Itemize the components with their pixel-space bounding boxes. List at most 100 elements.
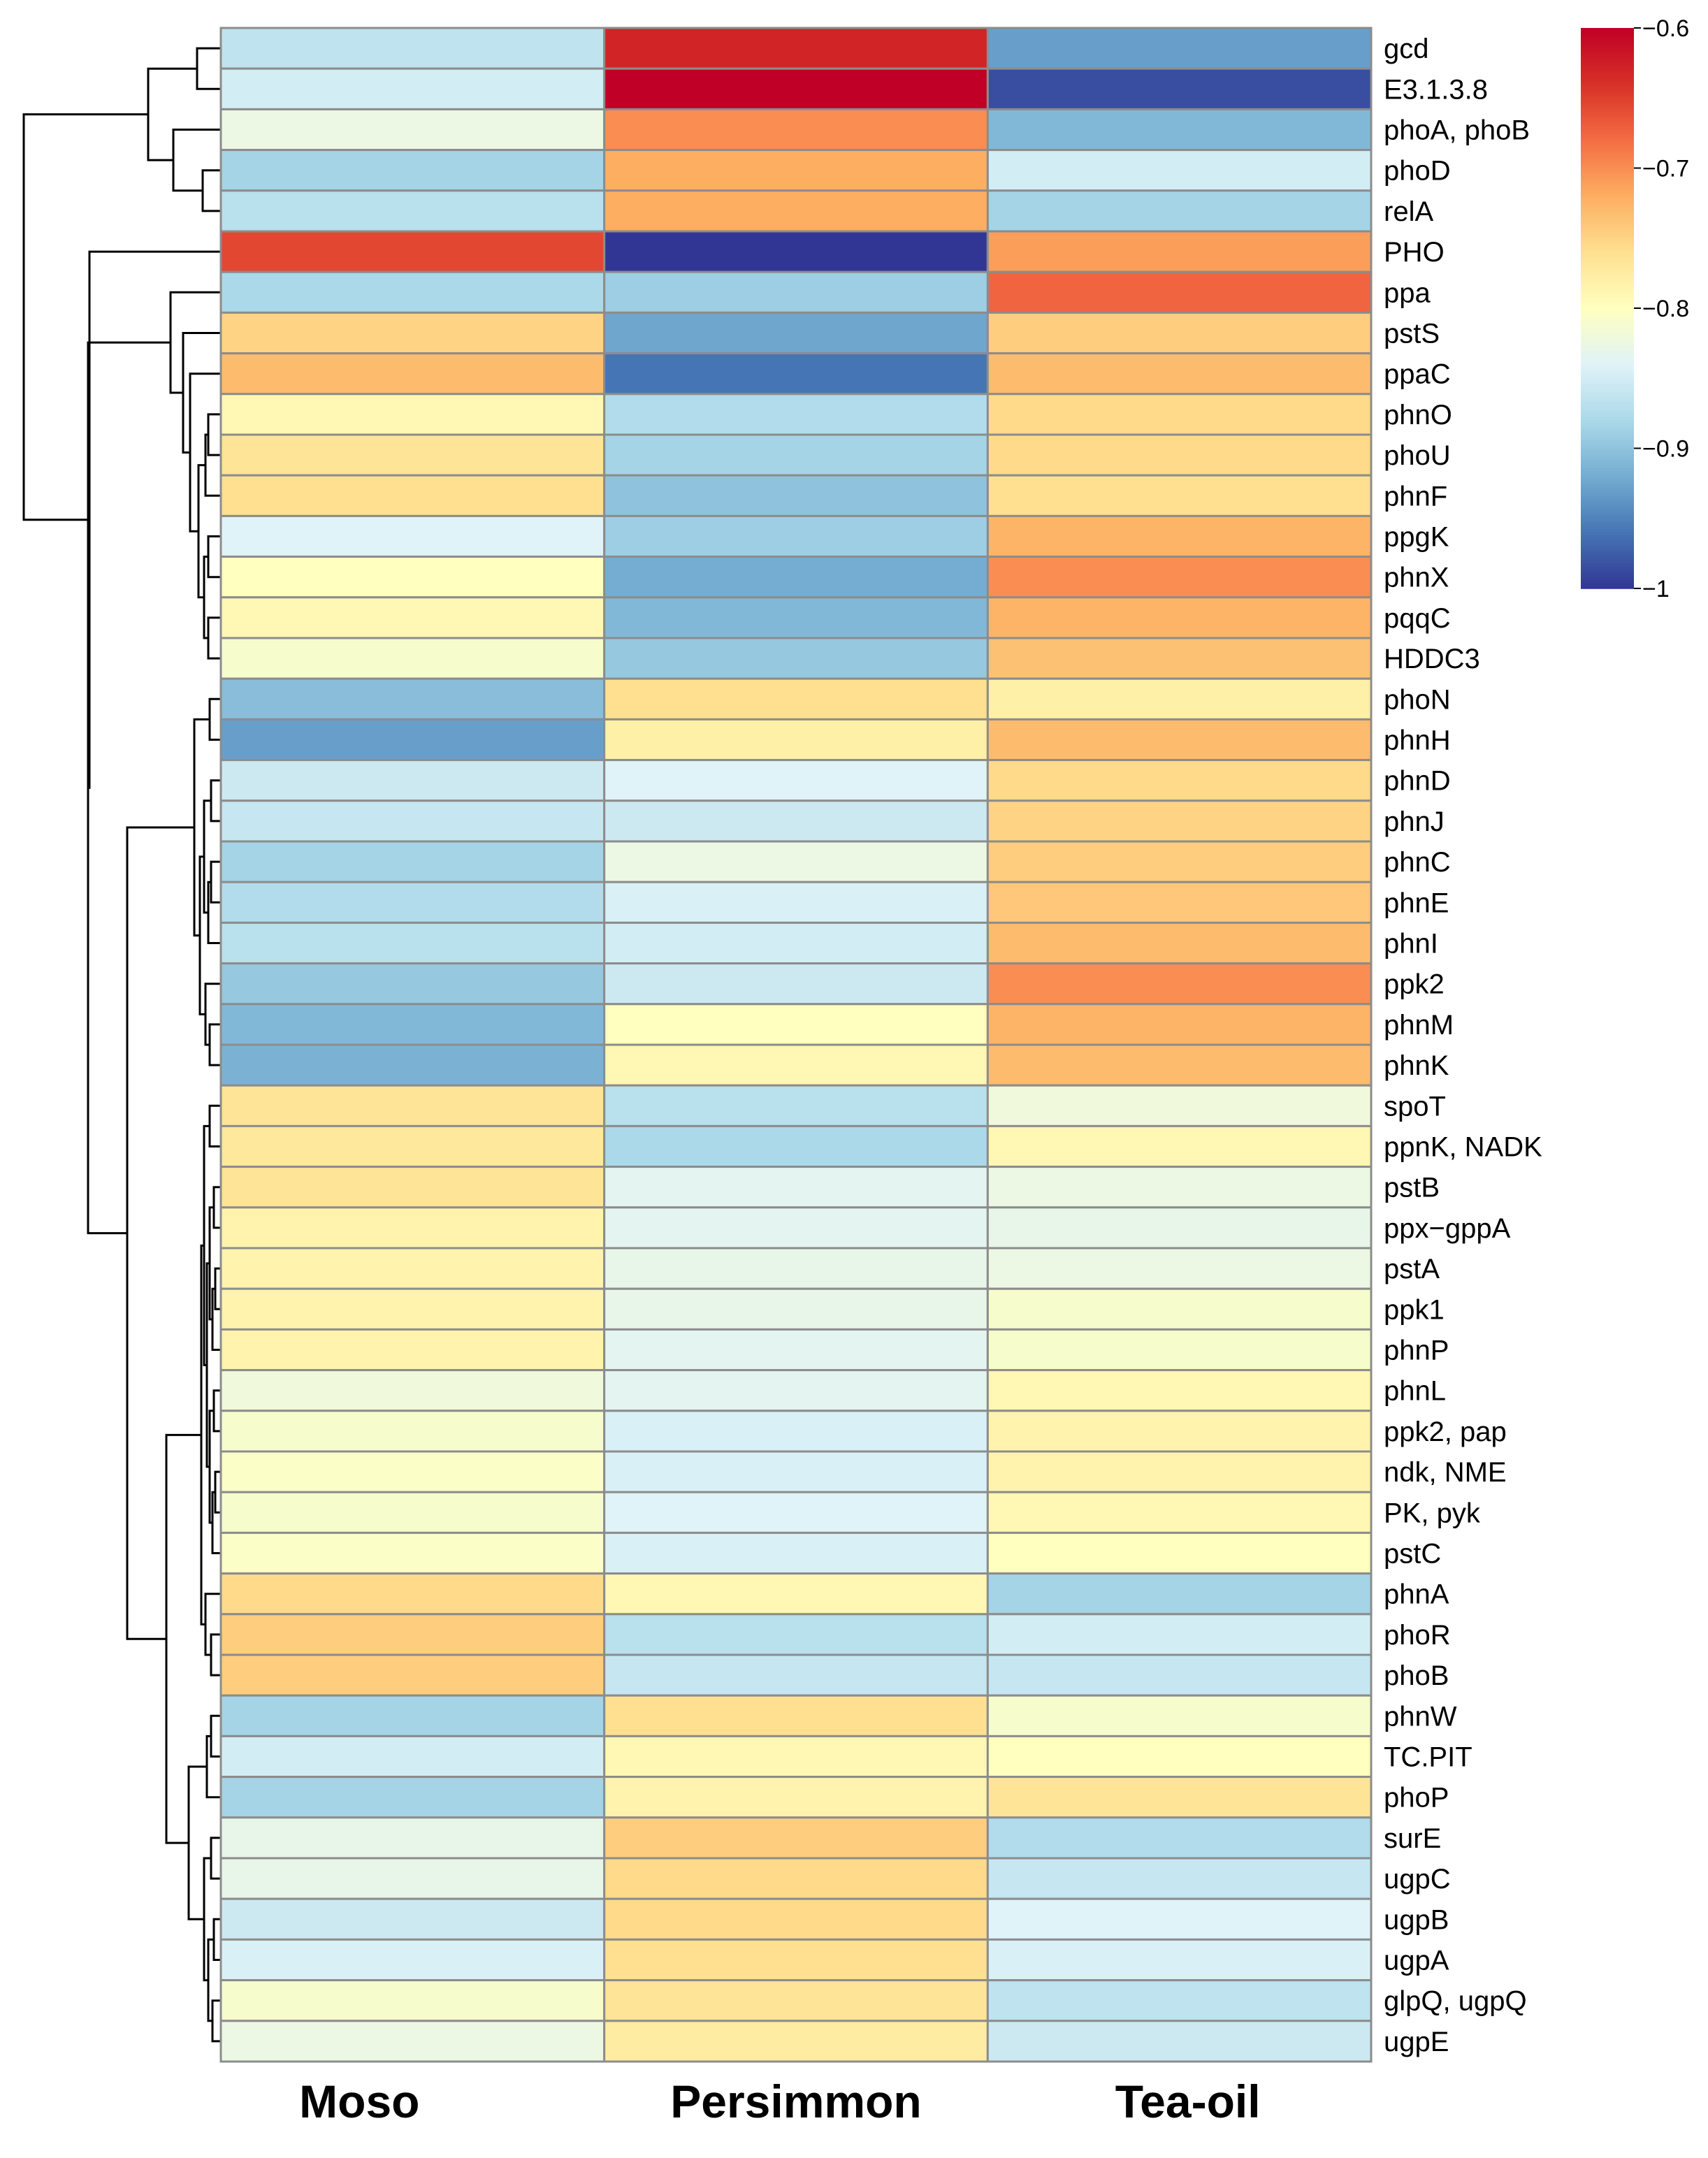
heatmap-cell <box>986 108 1373 152</box>
colorbar-tick-label: −0.7 <box>1642 156 1689 182</box>
row-labels: gcd E3.1.3.8 phoA, phoB phoD relA PHO ppa pstS p… <box>1384 34 1542 2057</box>
colorbar-segment <box>1581 106 1634 110</box>
colorbar-segment <box>1581 285 1634 289</box>
heatmap-cell <box>219 962 606 1006</box>
row-label: phoN <box>1384 684 1451 715</box>
heatmap-cell <box>986 1938 1373 1982</box>
heatmap-cell <box>986 596 1373 639</box>
heatmap-cell <box>603 230 989 273</box>
heatmap-cell <box>603 311 989 355</box>
dendrogram-link <box>210 1837 221 1880</box>
dendrogram-link <box>204 983 221 1046</box>
colorbar-segment <box>1581 459 1634 463</box>
row-label: phnJ <box>1384 806 1445 837</box>
colorbar-segment <box>1581 345 1634 348</box>
heatmap-cell <box>986 474 1373 517</box>
heatmap-cell <box>986 1450 1373 1493</box>
heatmap-cell <box>219 1369 606 1412</box>
row-label: phoA, phoB <box>1384 115 1530 146</box>
heatmap-cell <box>219 1206 606 1250</box>
colorbar-segment <box>1581 70 1634 73</box>
colorbar-segment <box>1581 305 1634 309</box>
heatmap-cell <box>603 881 989 924</box>
colorbar-segment <box>1581 95 1634 99</box>
heatmap-cell <box>986 230 1373 273</box>
heatmap-cell <box>219 921 606 965</box>
colorbar-segment <box>1581 498 1634 502</box>
heatmap-cell <box>219 1694 606 1737</box>
colorbar-segment <box>1581 518 1634 522</box>
colorbar-segment <box>1581 215 1634 219</box>
heatmap-cell <box>219 27 606 70</box>
row-label: surE <box>1384 1823 1441 1854</box>
colorbar-segment <box>1581 218 1634 222</box>
colorbar-segment <box>1581 56 1634 59</box>
colorbar-segment <box>1581 260 1634 264</box>
colorbar-segment <box>1581 585 1634 589</box>
colorbar-segment <box>1581 465 1634 469</box>
heatmap-cell <box>986 149 1373 192</box>
colorbar-segment <box>1581 473 1634 477</box>
colorbar-segment <box>1581 417 1634 421</box>
dendrogram-link <box>172 129 221 192</box>
row-label: TC.PIT <box>1384 1742 1472 1773</box>
heatmap-cell <box>986 1531 1373 1575</box>
colorbar-segment <box>1581 543 1634 547</box>
colorbar-segment <box>1581 162 1634 166</box>
heatmap-cell <box>219 433 606 477</box>
colorbar-segment <box>1581 560 1634 564</box>
colorbar-segment <box>1581 423 1634 427</box>
row-label: phnE <box>1384 888 1449 918</box>
colorbar-legend: −0.6 −0.7 −0.8 −0.9 −1 <box>1581 15 1689 602</box>
dendrogram-link <box>165 1433 201 1844</box>
row-label: spoT <box>1384 1091 1446 1122</box>
heatmap-cell <box>603 474 989 517</box>
colorbar-segment <box>1581 479 1634 483</box>
colorbar-segment <box>1581 523 1634 528</box>
colorbar-segment <box>1581 129 1634 133</box>
heatmap-cell <box>986 1003 1373 1046</box>
colorbar-segment <box>1581 481 1634 486</box>
colorbar-segment <box>1581 526 1634 530</box>
row-label: phnX <box>1384 563 1449 593</box>
heatmap-cell <box>603 1450 989 1493</box>
colorbar-segment <box>1581 103 1634 108</box>
colorbar-segment <box>1581 226 1634 231</box>
heatmap-cell <box>219 67 606 110</box>
heatmap-cell <box>986 718 1373 762</box>
colorbar-segment <box>1581 521 1634 525</box>
colorbar-segment <box>1581 134 1634 138</box>
colorbar-segment <box>1581 39 1634 43</box>
colorbar-segment <box>1581 532 1634 536</box>
colorbar-tick-label: −1 <box>1642 576 1670 602</box>
colorbar-segment <box>1581 339 1634 342</box>
colorbar-segment <box>1581 212 1634 217</box>
colorbar-segment <box>1581 434 1634 438</box>
heatmap-cell <box>219 881 606 924</box>
colorbar-segment <box>1581 551 1634 556</box>
colorbar-segment <box>1581 291 1634 295</box>
heatmap-cell <box>986 67 1373 110</box>
heatmap-cell <box>986 1653 1373 1697</box>
colorbar-segment <box>1581 148 1634 152</box>
row-label: PK, pyk <box>1384 1498 1481 1528</box>
heatmap-cell <box>219 1979 606 2022</box>
heatmap-cell <box>219 1287 606 1331</box>
heatmap-cell <box>603 1531 989 1575</box>
heatmap-cell <box>986 1572 1373 1616</box>
dendrogram-link <box>204 1593 221 1656</box>
row-label: pqqC <box>1384 603 1451 634</box>
heatmap-cell <box>603 1369 989 1412</box>
heatmap-cell <box>603 1206 989 1250</box>
colorbar-segment <box>1581 554 1634 558</box>
row-label: phoP <box>1384 1783 1449 1813</box>
colorbar-segment <box>1581 224 1634 228</box>
heatmap-cell <box>986 1735 1373 1779</box>
colorbar-segment <box>1581 36 1634 40</box>
heatmap-cell <box>603 393 989 436</box>
heatmap-cell <box>986 921 1373 965</box>
heatmap-cell <box>603 840 989 883</box>
heatmap-cell <box>219 1938 606 1982</box>
colorbar-segment <box>1581 190 1634 194</box>
heatmap-cell <box>603 637 989 680</box>
